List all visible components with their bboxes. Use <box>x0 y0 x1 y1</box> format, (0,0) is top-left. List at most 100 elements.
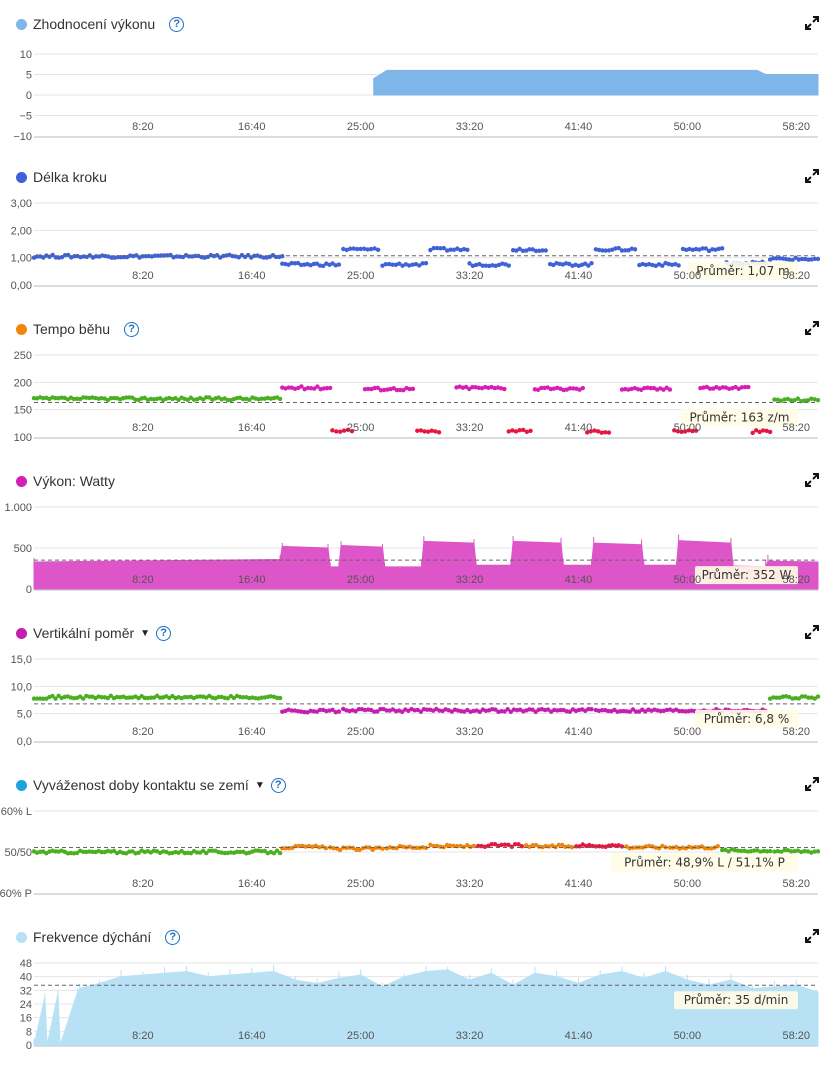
chart-svg: 3,00 2,00 1,00 0,00 Průměr: 1,07 m 8:20 16:40 2… <box>11 198 821 292</box>
data-point <box>778 398 784 403</box>
data-point <box>461 844 467 850</box>
data-point <box>143 253 148 259</box>
x-tick-label: 16:40 <box>238 422 266 434</box>
dropdown-caret-icon[interactable]: ▼ <box>254 779 265 791</box>
data-point <box>739 385 745 390</box>
expand-icon[interactable] <box>805 625 819 639</box>
x-tick-label: 50:00 <box>674 878 702 890</box>
x-tick-label: 41:40 <box>565 726 593 738</box>
expand-icon[interactable] <box>805 473 819 487</box>
data-point <box>259 396 264 401</box>
data-point <box>593 247 599 252</box>
data-point <box>262 848 267 854</box>
data-point <box>444 842 450 848</box>
data-point <box>351 246 356 251</box>
data-point <box>623 248 628 253</box>
data-point <box>316 845 322 850</box>
data-point <box>413 261 419 267</box>
data-point <box>496 843 501 849</box>
data-point <box>354 847 359 853</box>
chart-svg: 60% L 50/50 60% P Průměr: 48,9% L / 51,1% P… <box>0 806 821 900</box>
data-point <box>556 842 562 848</box>
expand-icon[interactable] <box>805 321 819 335</box>
legend-dot <box>16 18 27 30</box>
data-point <box>418 709 424 714</box>
x-tick-label: 33:20 <box>456 270 484 282</box>
y-tick-label: 60% P <box>0 888 32 900</box>
expand-icon[interactable] <box>805 169 819 183</box>
data-point <box>500 261 505 266</box>
x-tick-label: 25:00 <box>347 121 375 133</box>
data-point <box>806 695 811 700</box>
data-point <box>805 849 811 854</box>
data-point <box>596 843 602 849</box>
data-point <box>799 694 805 699</box>
data-point <box>764 428 769 434</box>
data-point <box>571 386 576 391</box>
y-tick-label: 48 <box>20 958 32 970</box>
data-point <box>310 844 315 849</box>
data-point <box>277 396 283 402</box>
data-point <box>505 707 510 712</box>
data-point <box>582 261 588 266</box>
data-point <box>760 428 766 433</box>
data-point <box>367 845 372 850</box>
data-point <box>710 247 715 252</box>
data-point <box>516 842 521 847</box>
data-point <box>336 262 342 267</box>
expand-icon[interactable] <box>805 777 819 791</box>
dropdown-caret-icon[interactable]: ▼ <box>140 627 151 639</box>
y-tick-label: 3,00 <box>11 198 32 210</box>
data-point <box>778 849 784 855</box>
data-point <box>214 253 220 258</box>
data-point <box>234 849 240 855</box>
data-point <box>108 693 114 699</box>
data-point <box>527 247 532 252</box>
data-point <box>436 430 442 435</box>
data-point <box>666 261 672 267</box>
data-point <box>533 248 539 254</box>
help-icon[interactable]: ? <box>124 321 140 337</box>
data-point <box>204 850 209 856</box>
data-point <box>56 693 61 699</box>
help-icon[interactable]: ? <box>165 929 181 945</box>
data-point <box>410 262 415 267</box>
y-tick-label: 0 <box>26 584 32 596</box>
data-point <box>653 263 658 269</box>
data-point <box>353 708 358 714</box>
data-point <box>320 263 326 269</box>
data-point <box>726 849 731 854</box>
x-tick-label: 25:00 <box>347 422 375 434</box>
data-point <box>606 708 611 714</box>
y-tick-label: 1,00 <box>11 253 32 265</box>
data-point <box>771 695 776 700</box>
data-point <box>289 708 294 713</box>
data-point <box>510 247 516 253</box>
data-point <box>400 263 405 268</box>
expand-icon[interactable] <box>805 16 819 30</box>
data-point <box>686 428 691 433</box>
data-point <box>486 843 491 849</box>
data-point <box>660 263 665 268</box>
data-point <box>448 247 453 252</box>
data-point <box>99 849 104 855</box>
data-point <box>87 253 93 258</box>
data-point <box>423 260 429 266</box>
data-point <box>127 695 132 700</box>
y-tick-label: 10,0 <box>11 681 32 693</box>
data-point <box>533 709 538 715</box>
data-point <box>610 843 615 848</box>
data-point <box>357 847 362 853</box>
data-point <box>434 245 440 251</box>
help-icon[interactable]: ? <box>270 777 286 793</box>
x-tick-label: 8:20 <box>132 422 153 434</box>
data-point <box>812 256 818 262</box>
data-point <box>483 263 489 268</box>
x-tick-label: 16:40 <box>238 1030 266 1042</box>
data-point <box>87 694 92 699</box>
expand-icon[interactable] <box>805 929 819 943</box>
help-icon[interactable]: ? <box>156 625 172 641</box>
data-point <box>584 430 590 435</box>
data-point <box>764 849 770 854</box>
help-icon[interactable]: ? <box>169 16 185 32</box>
